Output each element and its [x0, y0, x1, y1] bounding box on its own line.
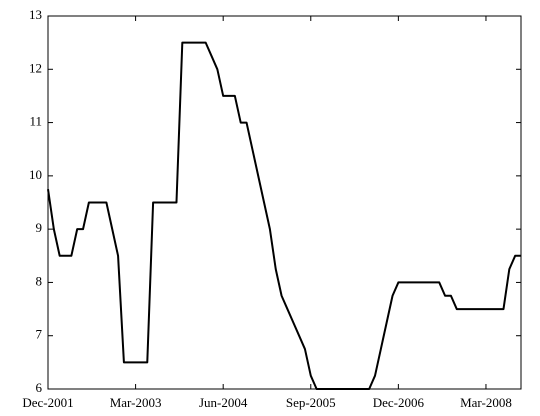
x-tick-label: Mar-2003 [110, 395, 162, 410]
x-tick-label: Dec-2001 [22, 395, 73, 410]
y-tick-label: 13 [29, 7, 42, 22]
y-tick-label: 9 [36, 220, 43, 235]
plot-frame [47, 15, 522, 390]
y-tick-label: 6 [36, 380, 43, 395]
x-tick-label: Dec-2006 [373, 395, 425, 410]
x-tick-label: Sep-2005 [286, 395, 336, 410]
y-tick-label: 10 [29, 167, 42, 182]
data-line [47, 41, 521, 390]
x-tick-label: Mar-2008 [460, 395, 512, 410]
y-tick-label: 8 [36, 273, 43, 288]
y-tick-label: 7 [36, 327, 43, 342]
y-tick-label: 12 [29, 60, 42, 75]
y-tick-label: 11 [29, 114, 42, 129]
x-tick-label: Jun-2004 [199, 395, 248, 410]
